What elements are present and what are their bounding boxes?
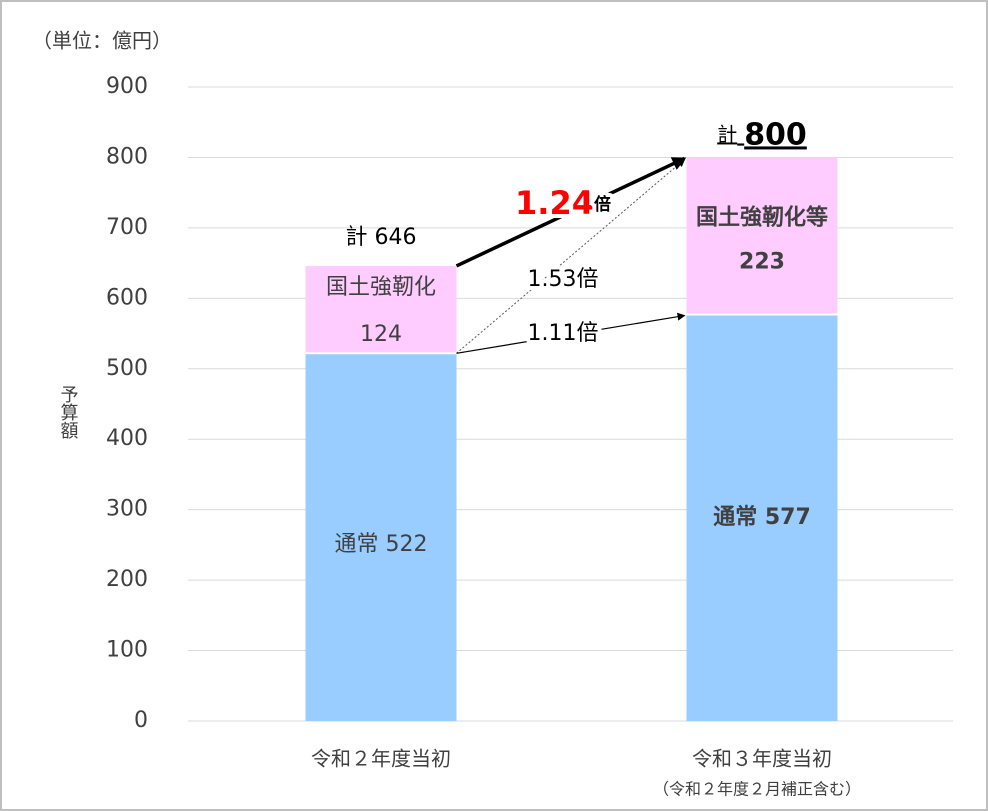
ratio-value: 1.53 [528,267,577,292]
y-tick-label: 700 [106,215,148,240]
y-tick-label: 200 [106,567,148,592]
unit-label: （単位：億円） [32,29,172,53]
y-tick-label: 300 [106,497,148,522]
total-prefix: 計 [345,225,367,250]
total-label: 計 646 [345,225,416,250]
segment-name: 国土強靭化 [326,275,436,300]
y-tick-label: 100 [106,638,148,663]
ratio-unit: 倍 [576,321,598,346]
total-label: 計 800 [717,117,807,152]
segment-name: 国土強靭化等 [696,204,828,230]
segment-value: 223 [739,249,785,274]
bar-segment [305,265,457,354]
ratio-arrow [456,312,686,354]
x-tick-note: （令和２年度２月補正含む） [653,780,861,799]
ratio-value: 1.24 [515,184,594,222]
x-tick-label: 令和２年度当初 [311,747,451,771]
ratio-arrow [455,156,687,268]
ratio-label: 1.24倍 [515,184,611,222]
bar-segment [686,157,838,315]
total-value: 800 [744,117,807,152]
ratio-value: 1.11 [528,321,577,346]
y-tick-label: 600 [106,285,148,310]
x-tick-label: 令和３年度当初 [692,747,832,771]
segment-label: 通常 522 [335,532,428,557]
bar-segment [686,314,838,721]
y-tick-label: 500 [106,356,148,381]
bar-segment [305,353,457,721]
y-tick-label: 900 [106,74,148,99]
y-axis-label: 予算額 [58,385,79,439]
ratio-label: 1.53倍 [528,267,599,292]
ratio-label: 1.11倍 [528,321,599,346]
y-tick-label: 0 [134,708,148,733]
ratio-unit: 倍 [576,267,598,292]
ratio-arrow [456,158,686,354]
y-tick-label: 800 [106,144,148,169]
y-axis-label-text: 予算額 [58,385,79,439]
y-tick-label: 400 [106,426,148,451]
total-value: 646 [375,225,417,250]
total-prefix: 計 [717,122,737,146]
ratio-unit: 倍 [594,194,611,215]
segment-label: 通常 577 [713,504,811,530]
segment-value: 124 [360,322,402,347]
